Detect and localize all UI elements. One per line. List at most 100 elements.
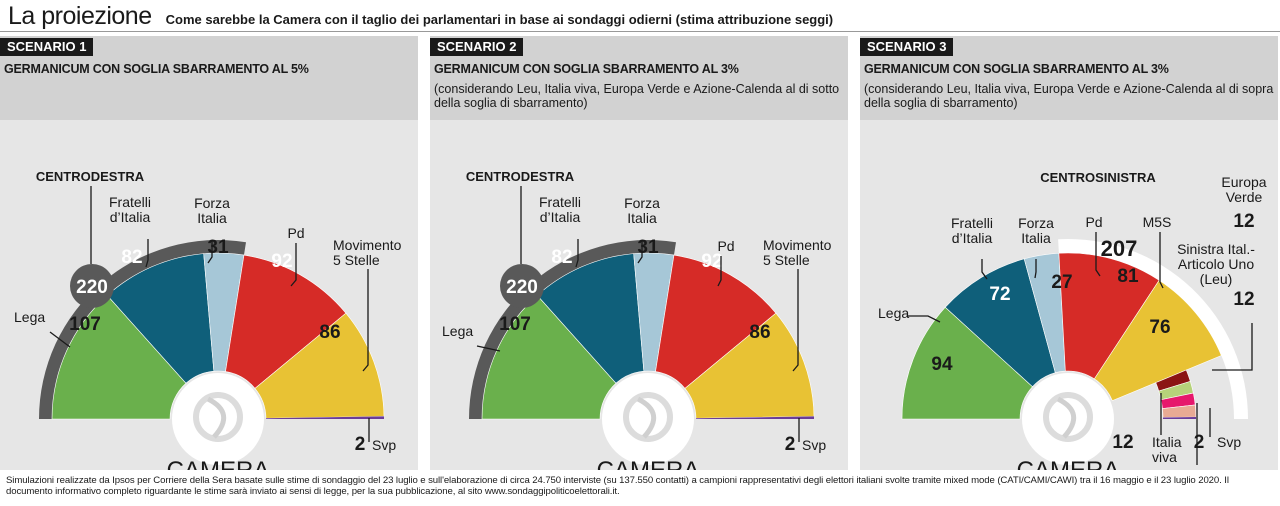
leader-line-fratelli-d-italia	[145, 239, 149, 268]
republic-emblem-icon	[1022, 373, 1114, 465]
emblem-stroke-icon	[1056, 396, 1076, 439]
bloc-label-centrosinistra: CENTROSINISTRA	[1040, 170, 1156, 185]
scenario-1-heading: SCENARIO 1 GERMANICUM CON SOGLIA SBARRAM…	[0, 36, 418, 120]
party-label-fratelli-d-italia: Fratelli d’Italia	[109, 194, 151, 225]
party-label-italia-viva: Italia viva	[1152, 434, 1182, 465]
party-label-forza-italia: Forza Italia	[1018, 215, 1054, 246]
leader-line-fratelli-d-italia	[981, 259, 988, 280]
party-label-svp: Svp	[1217, 434, 1241, 450]
leader-line-lega	[908, 315, 941, 323]
party-label-sinistra-ital-articolo-uno-leu: Sinistra Ital.-Articolo Uno (Leu)	[1177, 241, 1255, 287]
seat-value-pd: 92	[271, 251, 292, 272]
leader-line-pd	[717, 256, 722, 287]
party-label-pd: Pd	[717, 238, 734, 254]
scenario-3-heading: SCENARIO 3 GERMANICUM CON SOGLIA SBARRAM…	[860, 36, 1278, 120]
seat-value-fratelli-d-italia: 72	[989, 284, 1010, 305]
party-label-fratelli-d-italia: Fratelli d’Italia	[539, 194, 581, 225]
party-label-svp: Svp	[802, 437, 826, 453]
bloc-label-centrodestra: CENTRODESTRA	[466, 169, 575, 184]
seat-value-forza-italia: 27	[1051, 272, 1072, 293]
seat-value-europa-verde: 12	[1233, 211, 1254, 232]
bloc-label-centrodestra: CENTRODESTRA	[36, 169, 145, 184]
scenario-1-chart: 107 82 31 92 86 Lega Fratelli d’Italia Forza Ital…	[14, 169, 402, 470]
seat-value-sinistra-ital-articolo-uno-leu: 12	[1233, 289, 1254, 310]
leader-line-lega	[49, 331, 71, 348]
leader-line-sinistra-ital-articolo-uno-leu	[1212, 323, 1253, 371]
scenario-1-badge: SCENARIO 1	[0, 38, 94, 56]
party-label-pd: Pd	[287, 225, 304, 241]
party-label-movimento-5-stelle: Movimento 5 Stelle	[763, 237, 832, 268]
seat-segment-lega	[901, 306, 1033, 420]
chamber-name: CAMERA	[167, 457, 270, 470]
party-label-lega: Lega	[878, 305, 909, 321]
emblem-stroke-icon	[206, 396, 226, 439]
scenario-3-chart: 94 72 27 81 76 Lega Fratelli d’Italia Forza Itali…	[878, 170, 1267, 470]
party-label-fratelli-d-italia: Fratelli d’Italia	[951, 215, 993, 246]
party-label-forza-italia: Forza Italia	[624, 195, 660, 226]
emblem-stroke-icon	[636, 396, 656, 439]
scenario-1-panel: SCENARIO 1 GERMANICUM CON SOGLIA SBARRAM…	[0, 36, 418, 470]
seat-value-forza-italia: 31	[207, 237, 229, 258]
scenario-3-title: GERMANICUM CON SOGLIA SBARRAMENTO AL 3%	[864, 62, 1169, 76]
party-label-europa-verde: Europa Verde	[1221, 174, 1266, 205]
scenario-2-title: GERMANICUM CON SOGLIA SBARRAMENTO AL 3%	[434, 62, 739, 76]
leader-line-forza-italia	[637, 240, 643, 264]
seat-value-svp: 2	[1194, 432, 1205, 453]
seat-value-pd: 81	[1117, 266, 1139, 287]
seat-value-pd: 92	[701, 251, 722, 272]
party-label-forza-italia: Forza Italia	[194, 195, 230, 226]
republic-emblem-icon	[172, 373, 264, 465]
party-label-pd: Pd	[1085, 214, 1102, 230]
seat-value-svp: 2	[785, 434, 796, 455]
seat-value-italia-viva: 12	[1112, 432, 1133, 453]
scenario-3-badge: SCENARIO 3	[860, 38, 954, 56]
seat-segment-svp	[1162, 416, 1196, 419]
leader-line-pd	[290, 243, 297, 287]
leader-line-fratelli-d-italia	[575, 239, 579, 268]
leader-line-m5s	[1159, 232, 1164, 289]
scenario-2-note: (considerando Leu, Italia viva, Europa V…	[434, 82, 840, 110]
seat-value-forza-italia: 31	[637, 237, 659, 258]
header: La proiezione Come sarebbe la Camera con…	[8, 2, 833, 32]
party-label-m5s: M5S	[1143, 214, 1172, 230]
republic-emblem-icon	[602, 373, 694, 465]
seat-segment-movimento-5-stelle	[254, 312, 385, 419]
party-label-svp: Svp	[372, 437, 396, 453]
leader-line-forza-italia	[207, 240, 213, 264]
page-subtitle: Come sarebbe la Camera con il taglio dei…	[165, 12, 834, 27]
bloc-total-badge	[500, 264, 544, 308]
seat-value-movimento-5-stelle: 86	[749, 322, 770, 343]
scenario-2-heading: SCENARIO 2 GERMANICUM CON SOGLIA SBARRAM…	[430, 36, 848, 120]
seat-segment-movimento-5-stelle	[684, 312, 815, 419]
seat-value-m5s: 76	[1149, 317, 1170, 338]
leader-line-movimento-5-stelle	[792, 269, 799, 372]
bloc-total-value: 220	[76, 277, 108, 298]
chamber-name: CAMERA	[597, 457, 700, 470]
leader-line-pd	[1095, 232, 1101, 277]
footer-note: Simulazioni realizzate da Ipsos per Corr…	[6, 475, 1229, 497]
header-divider	[0, 31, 1280, 32]
seat-segment-svp	[695, 416, 814, 419]
bloc-total-value: 220	[506, 277, 538, 298]
party-label-lega: Lega	[442, 323, 473, 339]
page-title: La proiezione	[8, 2, 152, 30]
seat-segment-m5s	[1093, 279, 1222, 402]
seat-value-lega: 107	[69, 314, 101, 335]
party-label-movimento-5-stelle: Movimento 5 Stelle	[333, 237, 402, 268]
leader-line-lega	[476, 345, 501, 352]
scenario-2-panel: SCENARIO 2 GERMANICUM CON SOGLIA SBARRAM…	[430, 36, 848, 470]
seat-value-lega: 107	[499, 314, 531, 335]
seat-value-svp: 2	[355, 434, 366, 455]
chamber-name: CAMERA	[1017, 457, 1120, 470]
leader-line-forza-italia	[1034, 259, 1037, 279]
seat-value-fratelli-d-italia: 82	[551, 247, 572, 268]
scenario-2-chart: 107 82 31 92 86 Lega Fratelli d’Italia Forza Ital…	[442, 169, 832, 470]
seat-segment-pd	[225, 254, 347, 389]
seat-value-movimento-5-stelle: 86	[319, 322, 340, 343]
scenario-1-title: GERMANICUM CON SOGLIA SBARRAMENTO AL 5%	[4, 62, 309, 76]
bloc-total-badge	[70, 264, 114, 308]
seat-value-lega: 94	[931, 354, 953, 375]
seat-value-fratelli-d-italia: 82	[121, 247, 142, 268]
leader-line-movimento-5-stelle	[362, 269, 369, 372]
scenario-3-note: (considerando Leu, Italia viva, Europa V…	[864, 82, 1274, 110]
